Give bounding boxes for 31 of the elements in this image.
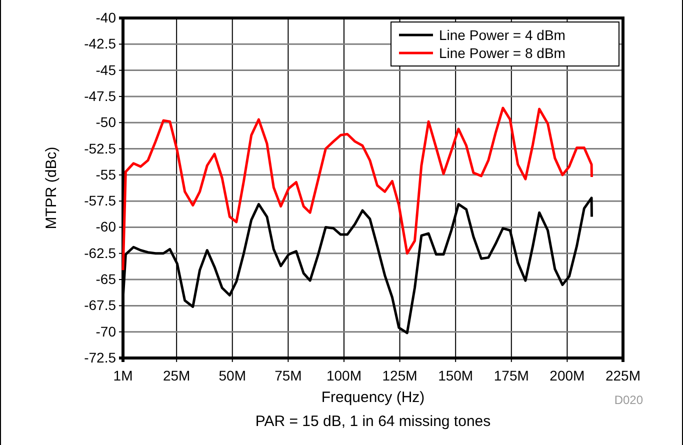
x-tick-label: 100M xyxy=(326,367,362,384)
y-tick-label: -50 xyxy=(96,114,116,130)
x-tick-label: 25M xyxy=(162,367,190,384)
y-tick-label: -47.5 xyxy=(84,88,116,104)
y-tick-label: -55 xyxy=(96,166,116,182)
x-tick-label: 125M xyxy=(382,367,418,384)
x-tick-label: 75M xyxy=(274,367,302,384)
x-tick-label: 50M xyxy=(218,367,246,384)
y-axis-title: MTPR (dBc) xyxy=(43,146,60,230)
y-tick-label: -42.5 xyxy=(84,36,116,52)
y-tick-label: -70 xyxy=(96,323,116,340)
y-tick-label: -67.5 xyxy=(84,297,116,314)
x-tick-label: 200M xyxy=(550,367,585,384)
y-tick-label: -72.5 xyxy=(84,349,116,366)
y-tick-label: -62.5 xyxy=(84,244,116,261)
x-tick-label: 225M xyxy=(605,367,641,384)
line-series xyxy=(122,106,593,272)
legend-label: Line Power = 4 dBm xyxy=(439,27,566,43)
y-tick-label: -57.5 xyxy=(84,192,116,209)
y-tick-label: -45 xyxy=(96,62,116,78)
x-tick-label: 150M xyxy=(438,367,474,384)
x-axis-title: Frequency (Hz) xyxy=(321,389,425,406)
y-tick-label: -65 xyxy=(96,271,116,288)
y-tick-label: -60 xyxy=(96,218,116,235)
y-tick-label: -52.5 xyxy=(84,140,116,156)
y-tick-label: -40 xyxy=(96,9,116,26)
x-tick-label: 1M xyxy=(113,367,133,384)
x-tick-label: 175M xyxy=(494,367,529,384)
legend-label: Line Power = 8 dBm xyxy=(439,45,566,61)
text: D020 xyxy=(614,393,644,407)
text: PAR = 15 dB, 1 in 64 missing tones xyxy=(255,413,491,430)
